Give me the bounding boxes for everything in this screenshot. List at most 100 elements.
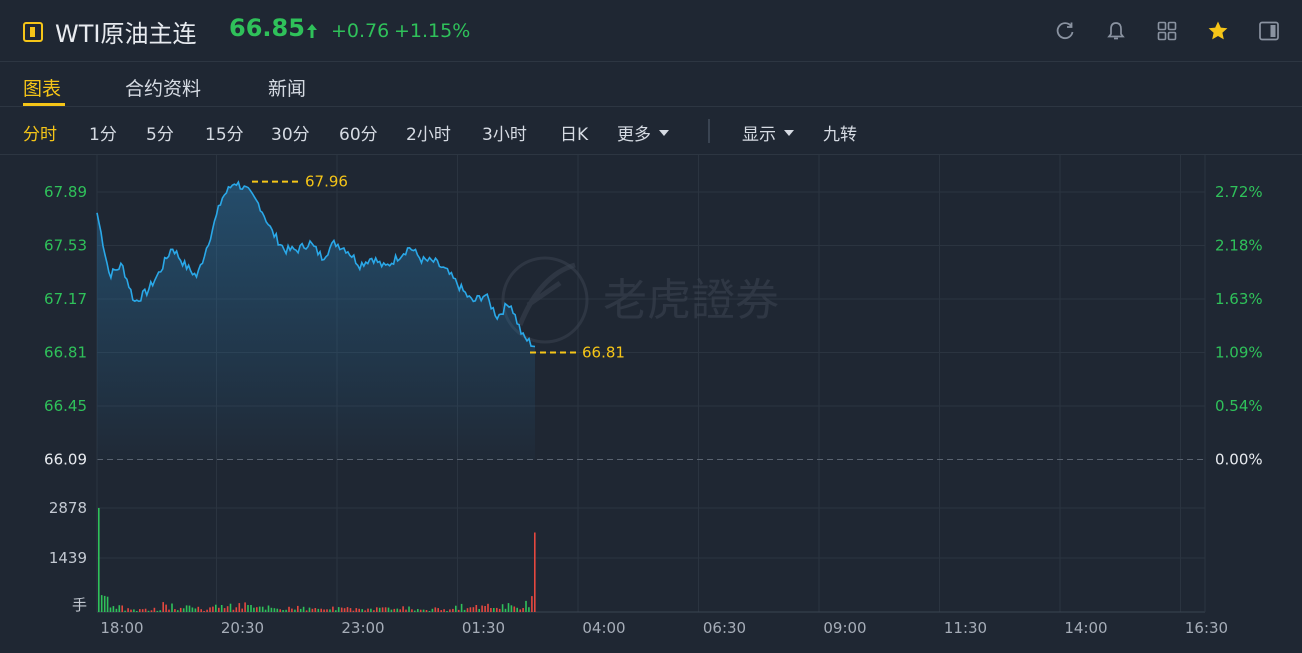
- volume-bar: [446, 611, 448, 612]
- grid-icon[interactable]: [1156, 20, 1178, 42]
- volume-bar: [466, 608, 469, 612]
- time-tick-label: 01:30: [462, 619, 505, 637]
- volume-bar: [100, 595, 103, 612]
- volume-bar: [115, 608, 118, 612]
- nine-turn-button[interactable]: 九转: [823, 125, 857, 145]
- volume-bar: [493, 608, 495, 612]
- volume-bar: [504, 608, 507, 612]
- volume-bar: [317, 608, 320, 612]
- volume-bar: [490, 608, 492, 612]
- active-tab-indicator: [23, 103, 65, 106]
- last-marker-label: 66.81: [582, 344, 625, 362]
- period-daily[interactable]: 日K: [560, 125, 589, 145]
- volume-bar: [463, 609, 466, 612]
- volume-bar: [209, 607, 211, 612]
- refresh-icon[interactable]: [1054, 20, 1076, 42]
- period-5min[interactable]: 5分: [146, 125, 174, 145]
- display-dropdown[interactable]: 显示: [742, 120, 794, 145]
- price-tick-label: 66.09: [44, 451, 87, 469]
- volume-bar: [127, 608, 129, 612]
- volume-bar: [273, 608, 276, 612]
- period-15min[interactable]: 15分: [205, 125, 244, 145]
- pct-tick-label: 2.18%: [1215, 237, 1263, 255]
- futures-symbol-icon: [23, 22, 43, 42]
- price-area-fill: [97, 182, 535, 460]
- period-2hour[interactable]: 2小时: [406, 125, 451, 145]
- tab-contract-info[interactable]: 合约资料: [125, 78, 202, 100]
- arrow-up-icon: [307, 24, 317, 38]
- volume-bar: [384, 607, 387, 612]
- period-30min[interactable]: 30分: [271, 125, 310, 145]
- pct-tick-label: 1.09%: [1215, 344, 1263, 362]
- volume-bar: [408, 606, 410, 612]
- volume-bar: [507, 603, 510, 612]
- volume-bar: [308, 607, 311, 612]
- volume-bar: [232, 609, 235, 612]
- volume-bar: [522, 608, 524, 612]
- volume-bar: [449, 609, 451, 612]
- volume-bar: [457, 609, 460, 612]
- panel-icon[interactable]: [1258, 20, 1280, 42]
- period-60min[interactable]: 60分: [339, 125, 378, 145]
- pct-tick-label: 0.54%: [1215, 397, 1263, 415]
- watermark: 老虎證券: [501, 256, 779, 344]
- volume-bar: [258, 606, 261, 612]
- pct-tick-label: 1.63%: [1215, 290, 1263, 308]
- price-line: [96, 180, 536, 348]
- volume-bar: [437, 608, 439, 612]
- price-change-pct: +1.15%: [394, 20, 471, 42]
- pct-tick-label: 2.72%: [1215, 183, 1263, 201]
- volume-bar: [452, 608, 454, 612]
- volume-bar: [159, 610, 161, 612]
- volume-bar: [121, 605, 123, 612]
- tab-news[interactable]: 新闻: [268, 78, 307, 100]
- volume-bar: [419, 609, 422, 612]
- time-tick-label: 18:00: [100, 619, 143, 637]
- volume-bar: [417, 609, 419, 612]
- time-tick-label: 11:30: [944, 619, 987, 637]
- volume-bar: [226, 606, 229, 612]
- volume-bar: [141, 609, 144, 612]
- time-tick-label: 23:00: [341, 619, 384, 637]
- volume-bar: [411, 609, 413, 612]
- volume-bar: [285, 609, 287, 612]
- volume-bar: [229, 603, 232, 612]
- price-tick-label: 67.89: [44, 183, 87, 201]
- period-3hour[interactable]: 3小时: [482, 125, 527, 145]
- price-tick-label: 67.17: [44, 290, 87, 308]
- volume-bar: [147, 610, 150, 612]
- volume-bar: [279, 609, 281, 612]
- more-label: 更多: [617, 125, 651, 145]
- period-toolbar: 分时 1分 5分 15分 30分 60分 2小时 3小时 日K 更多 显示 九转: [0, 107, 1302, 154]
- volume-bar: [399, 609, 401, 612]
- period-intraday[interactable]: 分时: [23, 125, 57, 145]
- volume-bar: [481, 605, 483, 612]
- volume-bar: [139, 609, 141, 612]
- price-change: +0.76: [331, 20, 390, 42]
- star-icon[interactable]: [1207, 20, 1229, 42]
- volume-bar: [165, 604, 167, 612]
- volume-bar: [98, 508, 100, 612]
- volume-bar: [531, 596, 533, 612]
- volume-bar: [223, 608, 226, 612]
- volume-tick-label: 手: [72, 596, 87, 614]
- bell-icon[interactable]: [1105, 20, 1127, 42]
- pct-tick-label: 0.00%: [1215, 451, 1263, 469]
- volume-bar: [443, 609, 445, 612]
- period-1min[interactable]: 1分: [89, 125, 117, 145]
- volume-bar: [153, 607, 156, 612]
- volume-bar: [355, 608, 358, 612]
- volume-bar: [340, 607, 343, 612]
- volume-bar: [168, 609, 170, 612]
- tab-chart[interactable]: 图表: [23, 78, 62, 100]
- volume-bar: [434, 607, 437, 612]
- chart-axes: 67.89 67.53 67.17 66.81 66.45 66.09 2.72% 2.18%…: [44, 183, 1263, 637]
- more-dropdown[interactable]: 更多: [617, 120, 669, 145]
- volume-bar: [302, 606, 305, 612]
- last-price: 66.85: [229, 14, 305, 42]
- header-divider: [0, 61, 1302, 62]
- volume-bar: [484, 606, 486, 612]
- volume-bar: [510, 605, 513, 612]
- intraday-chart[interactable]: 老虎證券 67.96 66.81 67.89 67.53 67.17 66.81 66.4…: [0, 155, 1302, 653]
- volume-bar: [337, 607, 340, 612]
